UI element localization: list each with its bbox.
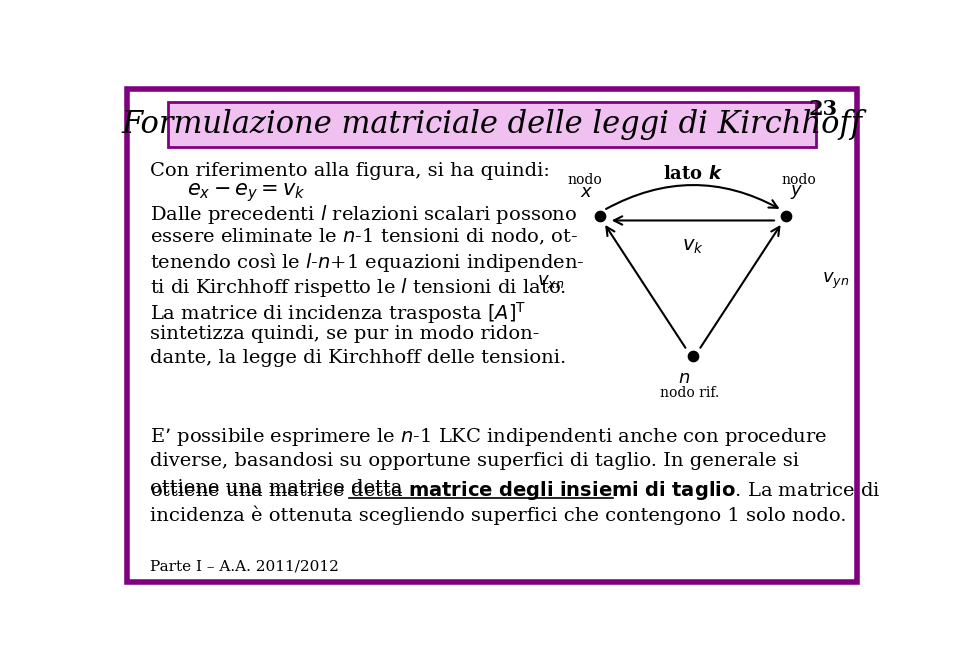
Text: $n$: $n$ (678, 369, 690, 387)
Text: E’ possibile esprimere le $n$-1 LKC indipendenti anche con procedure: E’ possibile esprimere le $n$-1 LKC indi… (150, 426, 828, 447)
Text: diverse, basandosi su opportune superfici di taglio. In generale si: diverse, basandosi su opportune superfic… (150, 452, 799, 470)
Text: 23: 23 (809, 98, 838, 119)
Text: Dalle precedenti $l$ relazioni scalari possono: Dalle precedenti $l$ relazioni scalari p… (150, 203, 577, 226)
Text: tenendo così le $l$-$n$+1 equazioni indipenden-: tenendo così le $l$-$n$+1 equazioni indi… (150, 251, 585, 275)
Point (779, 211, 794, 222)
Text: dante, la legge di Kirchhoff delle tensioni.: dante, la legge di Kirchhoff delle tensi… (150, 349, 566, 367)
Text: nodo rif.: nodo rif. (660, 385, 719, 400)
Text: incidenza è ottenuta scegliendo superfici che contengono 1 solo nodo.: incidenza è ottenuta scegliendo superfic… (150, 505, 847, 525)
Text: essere eliminate le $n$-1 tensioni di nodo, ot-: essere eliminate le $n$-1 tensioni di no… (150, 227, 578, 248)
Text: ottiene una matrice detta matrice degli insiemi di taglio: ottiene una matrice detta matrice degli … (150, 478, 705, 496)
Text: $\boldsymbol{v_k}$: $\boldsymbol{v_k}$ (682, 238, 704, 256)
Point (685, 351, 701, 362)
Text: $v_{xn}$: $v_{xn}$ (537, 272, 564, 290)
Text: Formulazione matriciale delle leggi di Kirchhoff: Formulazione matriciale delle leggi di K… (122, 109, 862, 140)
Text: Parte I – A.A. 2011/2012: Parte I – A.A. 2011/2012 (150, 559, 339, 573)
Text: $e_x - e_y = v_k$: $e_x - e_y = v_k$ (187, 181, 305, 204)
Text: $x$: $x$ (580, 183, 593, 201)
Text: La matrice di incidenza trasposta $[A]^{\rm T}$: La matrice di incidenza trasposta $[A]^{… (150, 300, 526, 326)
Text: sintetizza quindi, se pur in modo ridon-: sintetizza quindi, se pur in modo ridon- (150, 325, 540, 343)
Point (592, 211, 608, 222)
Text: ottiene una matrice detta $\mathbf{matrice\ degli\ insiemi\ di\ taglio}$. La mat: ottiene una matrice detta $\mathbf{matri… (150, 478, 880, 502)
Text: nodo: nodo (781, 174, 817, 187)
Text: $v_{yn}$: $v_{yn}$ (822, 271, 849, 291)
Text: ottiene una matrice detta: ottiene una matrice detta (150, 478, 408, 496)
Text: nodo: nodo (567, 174, 602, 187)
FancyBboxPatch shape (168, 102, 816, 147)
Text: lato $\boldsymbol{k}$: lato $\boldsymbol{k}$ (663, 166, 723, 183)
Text: Con riferimento alla figura, si ha quindi:: Con riferimento alla figura, si ha quind… (150, 162, 550, 180)
Text: ti di Kirchhoff rispetto le $l$ tensioni di lato.: ti di Kirchhoff rispetto le $l$ tensioni… (150, 276, 566, 299)
Text: $y$: $y$ (790, 183, 804, 201)
